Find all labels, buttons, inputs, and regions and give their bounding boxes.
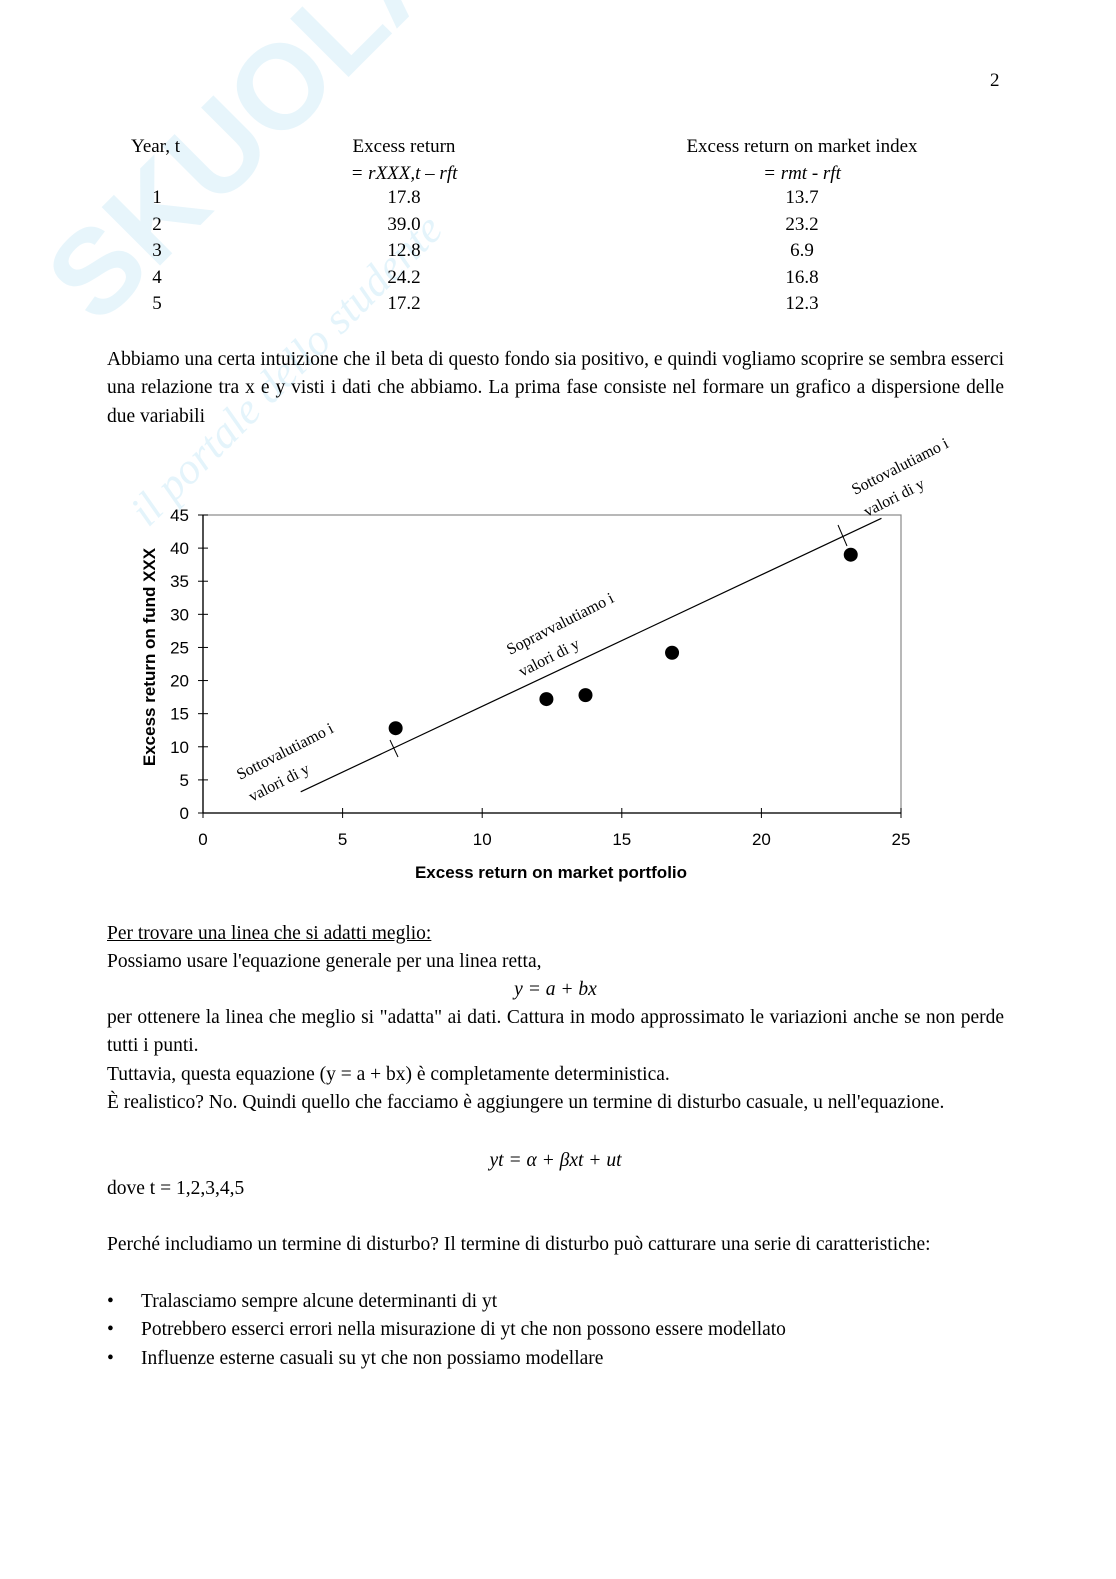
- table-header-year: Year, t: [131, 136, 181, 157]
- table-header-market-formula: = rmt - rft: [763, 163, 841, 184]
- table-cell: 17.8: [387, 187, 421, 208]
- intro-paragraph: Abbiamo una certa intuizione che il beta…: [107, 349, 1004, 427]
- x-axis-label: Excess return on market portfolio: [415, 863, 687, 882]
- table-cell: 24.2: [387, 266, 421, 288]
- data-point: [578, 688, 593, 703]
- list-item: Potrebbero esserci errori nella misurazi…: [107, 1316, 1004, 1345]
- table-cell: 2: [152, 213, 162, 235]
- x-tick-label: 10: [473, 830, 492, 849]
- x-tick-label: 20: [752, 830, 771, 849]
- paragraph: Tuttavia, questa equazione (y = a + bx) …: [107, 1064, 670, 1085]
- table-cell: 17.2: [387, 293, 421, 314]
- paragraph: dove t = 1,2,3,4,5: [107, 1178, 245, 1199]
- data-point: [843, 547, 858, 562]
- y-tick-label: 25: [170, 638, 189, 657]
- x-tick-label: 5: [338, 830, 347, 849]
- data-point: [388, 721, 403, 736]
- list-item: Tralasciamo sempre alcune determinanti d…: [107, 1288, 1004, 1317]
- residual-marker: [837, 524, 848, 547]
- data-point: [665, 645, 680, 660]
- table-cell: 16.8: [785, 266, 819, 288]
- y-tick-label: 5: [180, 771, 189, 790]
- table-cell: 3: [152, 240, 162, 261]
- y-tick-label: 45: [170, 506, 189, 525]
- table-cell: 12.8: [387, 240, 421, 261]
- y-tick-label: 40: [170, 539, 189, 558]
- table-cell: 6.9: [790, 240, 814, 261]
- section-title: Per trovare una linea che si adatti megl…: [107, 923, 432, 944]
- list-item: Influenze esterne casuali su yt che non …: [107, 1345, 1004, 1374]
- equation-line: y = a + bx: [514, 979, 597, 1000]
- residual-marker: [389, 739, 399, 758]
- equation-regression: yt = α + βxt + ut: [489, 1150, 622, 1171]
- table-cell: 12.3: [785, 293, 819, 314]
- y-tick-label: 35: [170, 572, 189, 591]
- y-axis-label: Excess return on fund XXX: [140, 547, 159, 766]
- y-tick-label: 10: [170, 738, 189, 757]
- table-cell: 1: [152, 187, 162, 208]
- x-tick-label: 0: [198, 830, 207, 849]
- table-cell: 4: [152, 266, 162, 288]
- x-tick-label: 15: [612, 830, 631, 849]
- paragraph: È realistico? No. Quindi quello che facc…: [107, 1092, 945, 1113]
- table-cell: 23.2: [785, 213, 819, 235]
- table-header-market-return: Excess return on market index: [686, 136, 918, 157]
- y-tick-label: 15: [170, 705, 189, 724]
- table-cell: 5: [152, 293, 162, 314]
- fit-line: [300, 517, 882, 793]
- paragraph: Possiamo usare l'equazione generale per …: [107, 951, 542, 972]
- y-tick-label: 20: [170, 672, 189, 691]
- data-point: [539, 692, 554, 707]
- table-header-excess-return-formula: = rXXX,t – rft: [350, 163, 458, 184]
- table-cell: 13.7: [785, 187, 819, 208]
- scatter-chart: 0 5 10 15 20 25 0 5 10 15 20 25 30 35 40 45 Excess retur…: [140, 435, 952, 882]
- bullet-list: Tralasciamo sempre alcune determinanti d…: [107, 1288, 1004, 1374]
- page-number: 2: [990, 70, 1000, 91]
- y-tick-label: 0: [180, 804, 189, 823]
- paragraph: Perché includiamo un termine di disturbo…: [107, 1234, 931, 1255]
- x-tick-label: 25: [892, 830, 911, 849]
- table-cell: 39.0: [387, 213, 421, 235]
- paragraph: per ottenere la linea che meglio si "ada…: [107, 1007, 1004, 1057]
- table-header-excess-return: Excess return: [352, 136, 456, 157]
- y-tick-label: 30: [170, 605, 189, 624]
